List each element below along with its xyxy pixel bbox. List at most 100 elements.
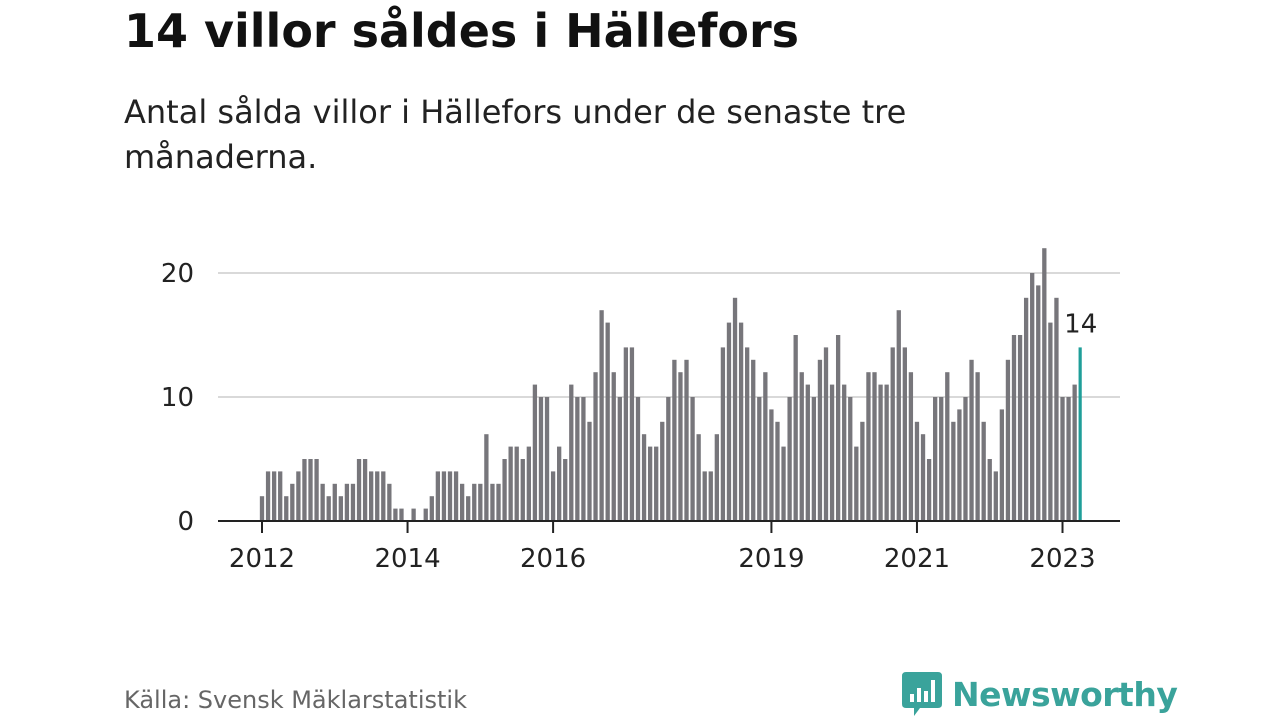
- y-tick-label: 20: [161, 259, 194, 289]
- bar: [265, 471, 271, 521]
- x-tick-label: 2019: [738, 544, 804, 574]
- bar: [344, 483, 350, 521]
- bar: [1036, 285, 1041, 521]
- bar: [999, 409, 1005, 521]
- bar: [526, 446, 531, 521]
- x-tick-label: 2016: [520, 544, 586, 574]
- bar: [963, 397, 968, 521]
- bar: [714, 434, 719, 521]
- bar: [781, 446, 786, 521]
- data-label: 14: [1064, 309, 1097, 339]
- bar: [1054, 297, 1059, 521]
- bar: [496, 483, 501, 521]
- bar: [259, 496, 265, 521]
- bar: [775, 421, 780, 521]
- bar: [993, 471, 998, 521]
- bar: [1023, 297, 1029, 521]
- bar: [302, 459, 307, 521]
- bar: [1048, 322, 1053, 521]
- bar: [381, 471, 386, 521]
- bar: [1042, 248, 1047, 521]
- bar: [872, 372, 877, 521]
- bar: [617, 397, 622, 521]
- bar: [957, 409, 962, 521]
- bar: [1030, 273, 1035, 521]
- bar: [593, 372, 598, 521]
- x-tick-label: 2012: [229, 544, 295, 574]
- bar: [369, 471, 374, 521]
- bar: [629, 347, 635, 521]
- bar: [945, 372, 950, 521]
- bar: [908, 372, 914, 521]
- bar-highlight: [1078, 347, 1082, 521]
- bar: [884, 384, 889, 521]
- bar: [550, 471, 556, 521]
- bar: [332, 483, 337, 521]
- bar: [290, 483, 295, 521]
- bar: [490, 483, 495, 521]
- bar: [605, 322, 610, 521]
- bar: [799, 372, 804, 521]
- bar: [696, 434, 701, 521]
- bar: [933, 397, 938, 521]
- bar: [611, 372, 616, 521]
- bar: [745, 347, 750, 521]
- bar: [296, 471, 301, 521]
- bar: [811, 397, 817, 521]
- bar: [726, 322, 732, 521]
- bar: [569, 384, 574, 521]
- bar: [575, 397, 580, 521]
- bar: [860, 421, 865, 521]
- bar: [284, 496, 289, 521]
- bar: [666, 397, 671, 521]
- bar: [763, 372, 768, 521]
- bar: [508, 446, 513, 521]
- bar: [848, 397, 853, 521]
- bar: [520, 459, 525, 521]
- bar: [411, 508, 416, 521]
- bar: [702, 471, 707, 521]
- bar: [854, 446, 859, 521]
- bar: [866, 372, 871, 521]
- bar: [1060, 397, 1065, 521]
- bar: [678, 372, 683, 521]
- source-note: Källa: Svensk Mäklarstatistik: [124, 686, 467, 714]
- newsworthy-logo-icon: [902, 672, 942, 716]
- x-tick-label: 2023: [1029, 544, 1095, 574]
- bar: [393, 508, 398, 521]
- x-tick-label: 2014: [374, 544, 440, 574]
- bar: [459, 483, 465, 521]
- y-tick-label: 0: [177, 507, 194, 537]
- bar: [969, 359, 974, 521]
- bar: [951, 421, 956, 521]
- bar: [308, 459, 313, 521]
- bar: [356, 459, 362, 521]
- bar: [423, 508, 428, 521]
- bar: [787, 397, 792, 521]
- bar: [939, 397, 944, 521]
- bar: [435, 471, 441, 521]
- bar: [896, 310, 901, 521]
- bar: [641, 434, 647, 521]
- bar: [484, 434, 489, 521]
- bar: [557, 446, 562, 521]
- bar: [684, 359, 689, 521]
- bar: [890, 347, 895, 521]
- bar: [278, 471, 283, 521]
- bar: [720, 347, 726, 521]
- bar: [623, 347, 629, 521]
- bar: [793, 335, 798, 521]
- bar: [835, 335, 841, 521]
- bar: [878, 384, 883, 521]
- bar: [429, 496, 434, 521]
- bar: [738, 322, 744, 521]
- bar: [453, 471, 459, 521]
- bar: [466, 496, 471, 521]
- bar: [829, 384, 835, 521]
- bar: [326, 496, 331, 521]
- bar: [708, 471, 713, 521]
- bar: [1005, 359, 1011, 521]
- bar: [842, 384, 847, 521]
- bar: [823, 347, 829, 521]
- bar: [362, 459, 368, 521]
